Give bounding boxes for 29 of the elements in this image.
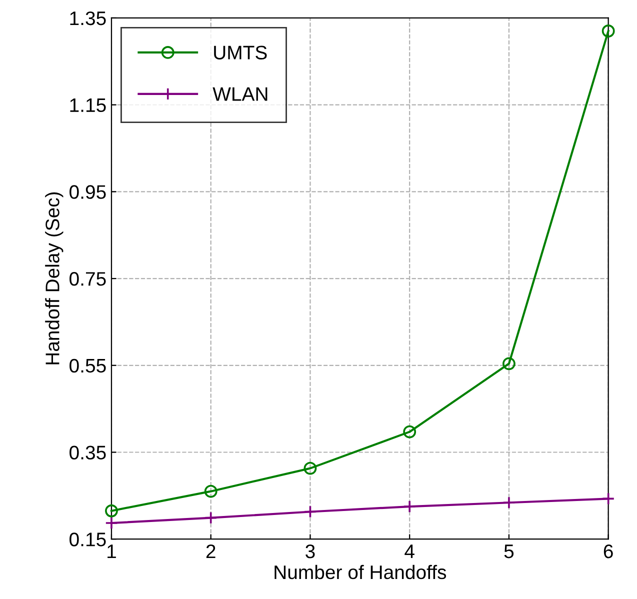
x-tick-label: 3 <box>306 544 315 558</box>
x-tick-label: 2 <box>206 544 216 558</box>
point <box>403 425 416 438</box>
point <box>502 496 516 510</box>
point <box>304 462 317 475</box>
y-axis-title: Handoff Delay (Sec) <box>45 192 64 364</box>
y-tick-label: 0.15 <box>70 532 106 546</box>
y-tick-label: 0.95 <box>70 185 106 199</box>
legend-label: UMTS <box>214 46 267 60</box>
y-tick-label: 0.55 <box>70 358 106 373</box>
point <box>105 504 118 518</box>
point <box>502 357 516 370</box>
point <box>602 492 615 506</box>
point <box>602 24 615 38</box>
y-tick-label: 0.35 <box>70 446 106 460</box>
y-tick-label: 1.35 <box>70 11 106 26</box>
point <box>403 500 416 513</box>
point <box>304 505 317 518</box>
x-tick-label: 6 <box>604 544 613 558</box>
point <box>105 516 118 530</box>
x-tick-label: 4 <box>404 544 414 558</box>
x-tick-label: 1 <box>108 544 116 558</box>
y-tick-label: 0.75 <box>70 272 106 286</box>
legend-label: WLAN <box>212 87 268 101</box>
point <box>204 511 218 524</box>
x-tick-label: 5 <box>504 544 514 558</box>
point <box>204 484 218 498</box>
x-axis-title: Number of Handoffs <box>274 564 446 580</box>
y-tick-label: 1.15 <box>70 98 106 112</box>
